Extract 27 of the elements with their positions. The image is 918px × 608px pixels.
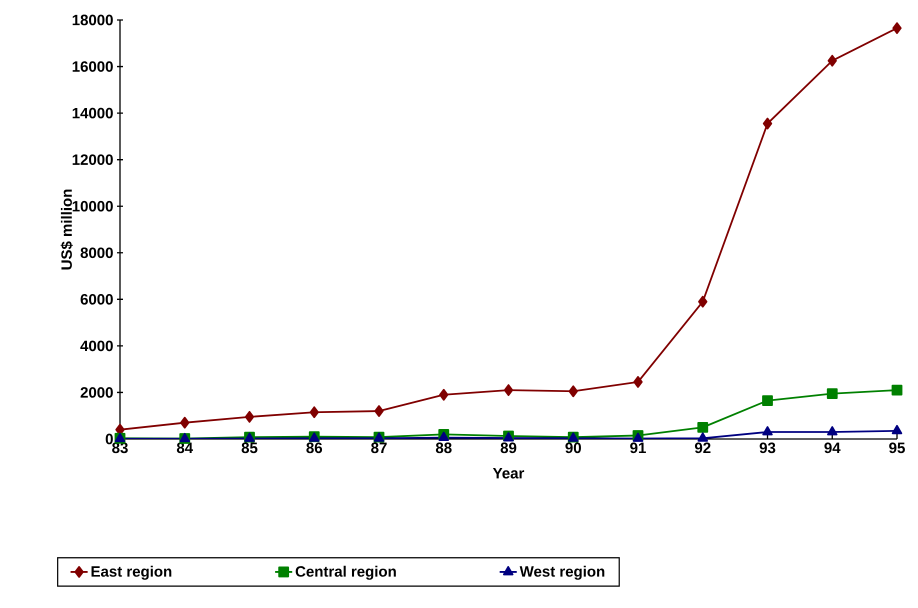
x-tick-label: 84: [176, 442, 194, 454]
x-tick-label: 88: [436, 442, 452, 454]
y-axis-title: US$ million: [60, 190, 73, 270]
y-tick-label: 6000: [80, 294, 113, 305]
y-tick-label: 14000: [72, 108, 113, 118]
y-tick-label: 0: [106, 434, 113, 444]
y-tick-label: 18000: [72, 14, 113, 26]
x-tick-label: 90: [565, 442, 581, 454]
x-tick-label: 93: [760, 442, 776, 454]
x-tick-label: 89: [500, 442, 516, 454]
x-tick-label: 92: [694, 442, 710, 454]
x-axis-title: Year: [492, 468, 524, 478]
legend-label: West region: [520, 566, 604, 580]
y-tick-label: 10000: [72, 200, 113, 212]
legend-label: Central region: [296, 566, 396, 580]
x-tick-label: 91: [630, 442, 646, 454]
y-tick-label: 4000: [80, 340, 113, 352]
x-tick-label: 95: [889, 442, 905, 454]
y-tick-label: 12000: [72, 154, 113, 165]
x-tick-label: 85: [242, 442, 258, 454]
y-tick-label: 2000: [80, 387, 113, 398]
x-tick-label: 86: [306, 442, 322, 454]
y-tick-label: 16000: [72, 61, 113, 72]
x-tick-label: 87: [371, 442, 387, 454]
legend-label: East region: [92, 566, 172, 580]
y-tick-label: 8000: [80, 247, 113, 258]
x-tick-label: 94: [824, 442, 841, 454]
